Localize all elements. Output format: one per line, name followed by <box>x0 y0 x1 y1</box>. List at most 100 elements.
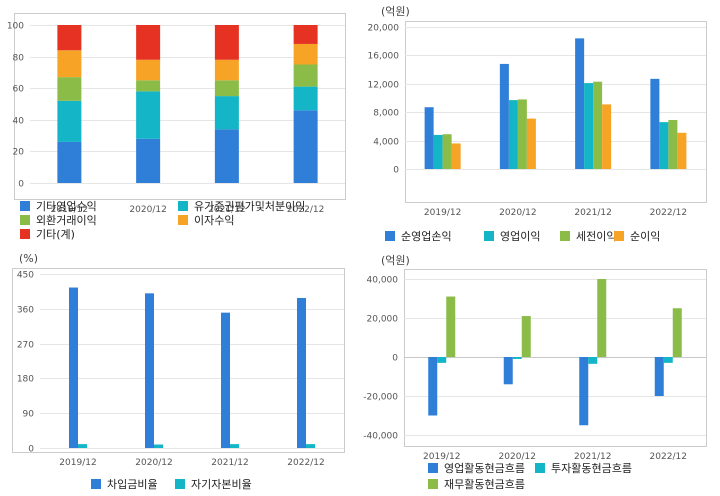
legend-item[interactable]: 순이익 <box>614 228 660 244</box>
y-tick-label: 40 <box>13 117 25 127</box>
bar <box>154 444 163 448</box>
bar-segment <box>214 25 239 60</box>
bar-segment <box>57 100 82 142</box>
bar <box>668 120 678 169</box>
chart-panel-profit: (억원) 0 4,000 8,000 12,000 16,000 20,000 2019/1… <box>360 0 720 248</box>
bar <box>297 297 306 448</box>
legend-label: 이자수익 <box>194 214 235 227</box>
unit-label: (%) <box>19 252 39 265</box>
bar <box>446 296 456 357</box>
y-tick-label: 20 <box>13 148 25 158</box>
legend-label: 영업활동현금흐름 <box>444 462 525 475</box>
bar-segment <box>214 59 239 81</box>
x-tick-label: 2022/12 <box>650 452 687 462</box>
bar <box>442 134 452 169</box>
legend-swatch <box>385 231 395 241</box>
x-tick-label: 2019/12 <box>424 208 461 218</box>
y-tick-label: 90 <box>23 410 35 420</box>
plot-frame <box>12 268 345 453</box>
bar <box>424 107 434 169</box>
y-tick-label: 100 <box>7 22 24 32</box>
bar-segment <box>136 25 161 60</box>
bar <box>221 312 230 448</box>
legend-item[interactable]: 이자수익 <box>178 212 234 228</box>
y-tick-label: 20,000 <box>368 24 400 34</box>
legend-item[interactable]: 자기자본비율 <box>175 476 252 492</box>
bar <box>672 308 682 357</box>
y-tick-label: -40,000 <box>363 432 398 442</box>
legend-item[interactable]: 순영업손익 <box>385 228 452 244</box>
unit-label: (억원) <box>381 254 410 267</box>
bar <box>584 83 594 169</box>
bar <box>451 143 461 169</box>
legend-swatch <box>20 201 30 211</box>
bar-segment <box>214 80 239 97</box>
legend-swatch <box>20 215 30 225</box>
legend-swatch <box>178 201 188 211</box>
x-tick-label: 2022/12 <box>287 458 324 468</box>
legend-label: 외환거래이익 <box>36 214 97 227</box>
legend-swatch <box>178 215 188 225</box>
legend-label: 투자활동현금흐름 <box>551 462 632 475</box>
x-tick-label: 2019/12 <box>59 458 96 468</box>
y-tick-label: 270 <box>17 341 34 351</box>
bar-segment <box>293 43 318 65</box>
x-tick-label: 2020/12 <box>499 452 536 462</box>
bar <box>677 132 687 169</box>
y-tick-label: 180 <box>17 375 34 385</box>
legend-item[interactable]: 영업이익 <box>484 228 540 244</box>
y-tick-label: -20,000 <box>363 393 398 403</box>
x-tick-label: 2022/12 <box>287 205 324 215</box>
legend-item[interactable]: 차입금비율 <box>91 476 158 492</box>
bar <box>145 293 154 448</box>
legend-swatch <box>20 229 30 239</box>
legend-swatch <box>428 463 438 473</box>
bar-segment <box>57 25 82 51</box>
legend-item[interactable]: 외환거래이익 <box>20 212 97 228</box>
legend-label: 순이익 <box>630 230 661 243</box>
bar-segment <box>136 91 161 139</box>
bar <box>230 444 239 448</box>
x-tick-label: 2022/12 <box>650 208 687 218</box>
bar <box>575 38 585 169</box>
legend-label: 유가증권평가및처분이익 <box>194 200 306 213</box>
bar <box>593 81 603 169</box>
y-tick-label: 0 <box>393 166 399 176</box>
x-tick-label: 2020/12 <box>499 208 536 218</box>
bar-segment <box>136 59 161 81</box>
legend-label: 차입금비율 <box>107 478 158 491</box>
legend-item[interactable]: 투자활동현금흐름 <box>535 460 632 476</box>
bar <box>517 99 527 169</box>
legend-item[interactable]: 재무활동현금흐름 <box>428 476 525 492</box>
legend-item[interactable]: 기타(계) <box>20 226 75 242</box>
bar <box>508 100 518 169</box>
legend-swatch <box>91 479 101 489</box>
bar <box>69 287 78 448</box>
y-tick-label: 40,000 <box>367 276 399 286</box>
legend-item[interactable]: 기타영업수익 <box>20 198 97 214</box>
bar <box>650 78 660 169</box>
legend-swatch <box>535 463 545 473</box>
chart-svg: 0 90 180 270 360 450 2019/12 2020/12 2021/12 2022… <box>12 268 345 468</box>
legend-label: 재무활동현금흐름 <box>444 478 525 491</box>
bar <box>579 357 589 426</box>
bar <box>654 357 664 396</box>
bar <box>663 357 673 363</box>
y-tick-label: 0 <box>18 180 24 190</box>
bar-segment <box>136 80 161 92</box>
legend-swatch <box>484 231 494 241</box>
chart-panel-ratios: (%) 0 90 180 270 360 450 2019/12 2020/12 2021/12… <box>0 248 360 496</box>
bar-segment <box>57 50 82 78</box>
legend-swatch <box>560 231 570 241</box>
x-tick-label: 2019/12 <box>423 452 460 462</box>
bar-segment <box>293 110 318 183</box>
legend-swatch <box>428 479 438 489</box>
legend-label: 자기자본비율 <box>191 478 252 491</box>
legend-item[interactable]: 세전이익 <box>560 228 616 244</box>
legend-item[interactable]: 영업활동현금흐름 <box>428 460 525 476</box>
legend-item[interactable]: 유가증권평가및처분이익 <box>178 198 305 214</box>
y-tick-label: 12,000 <box>368 81 400 91</box>
y-tick-label: 450 <box>17 271 34 281</box>
bar <box>521 316 531 357</box>
y-tick-label: 360 <box>17 306 34 316</box>
